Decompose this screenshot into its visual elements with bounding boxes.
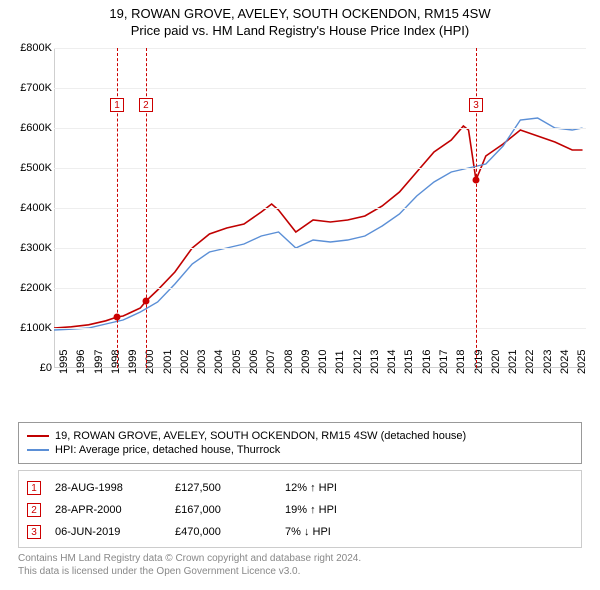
legend-swatch-property xyxy=(27,435,49,437)
y-axis-tick-label: £400K xyxy=(20,202,52,214)
x-axis-tick-label: 2016 xyxy=(421,350,433,374)
attribution: Contains HM Land Registry data © Crown c… xyxy=(18,552,582,578)
sale-marker-label: 1 xyxy=(110,98,124,112)
sale-price: £167,000 xyxy=(175,504,285,516)
x-axis-tick-label: 2007 xyxy=(265,350,277,374)
y-axis-tick-label: £0 xyxy=(40,362,52,374)
y-gridline xyxy=(54,168,586,169)
x-axis-tick-label: 2018 xyxy=(455,350,467,374)
x-axis-tick-label: 2003 xyxy=(196,350,208,374)
chart-title-line2: Price paid vs. HM Land Registry's House … xyxy=(0,23,600,38)
x-axis-tick-label: 2024 xyxy=(559,350,571,374)
legend-label-hpi: HPI: Average price, detached house, Thur… xyxy=(55,444,280,456)
y-axis-tick-label: £300K xyxy=(20,242,52,254)
legend-swatch-hpi xyxy=(27,449,49,451)
x-axis-tick-label: 1995 xyxy=(58,350,70,374)
x-axis-tick-label: 1998 xyxy=(110,350,122,374)
y-gridline xyxy=(54,328,586,329)
y-axis-tick-label: £600K xyxy=(20,122,52,134)
series-property xyxy=(54,126,583,328)
x-axis-tick-label: 2014 xyxy=(386,350,398,374)
sale-marker-dot xyxy=(142,298,149,305)
x-axis-tick-label: 2017 xyxy=(438,350,450,374)
x-axis-tick-label: 2008 xyxy=(283,350,295,374)
y-axis-tick-label: £800K xyxy=(20,42,52,54)
sale-price: £127,500 xyxy=(175,482,285,494)
sale-marker-vline xyxy=(476,48,477,368)
y-gridline xyxy=(54,288,586,289)
x-axis-tick-label: 1996 xyxy=(75,350,87,374)
x-axis-tick-label: 2006 xyxy=(248,350,260,374)
sale-marker-label: 3 xyxy=(469,98,483,112)
y-gridline xyxy=(54,88,586,89)
sale-marker-dot xyxy=(114,314,121,321)
x-axis-tick-label: 2002 xyxy=(179,350,191,374)
attribution-line1: Contains HM Land Registry data © Crown c… xyxy=(18,552,582,565)
sale-marker-vline xyxy=(146,48,147,368)
sale-delta: 12% ↑ HPI xyxy=(285,482,405,494)
y-axis-tick-label: £200K xyxy=(20,282,52,294)
x-axis-tick-label: 2001 xyxy=(162,350,174,374)
chart-title-line1: 19, ROWAN GROVE, AVELEY, SOUTH OCKENDON,… xyxy=(0,6,600,21)
y-gridline xyxy=(54,48,586,49)
sale-index-box: 3 xyxy=(27,525,41,539)
x-axis-tick-label: 2009 xyxy=(300,350,312,374)
sale-marker-dot xyxy=(472,177,479,184)
sale-price: £470,000 xyxy=(175,526,285,538)
sales-table: 1 28-AUG-1998£127,50012% ↑ HPI 2 28-APR-200… xyxy=(18,470,582,548)
x-axis-tick-label: 2019 xyxy=(473,350,485,374)
sale-row: 2 28-APR-2000£167,00019% ↑ HPI xyxy=(27,499,573,521)
x-axis-tick-label: 2021 xyxy=(507,350,519,374)
legend-box: 19, ROWAN GROVE, AVELEY, SOUTH OCKENDON,… xyxy=(18,422,582,464)
sale-date: 28-APR-2000 xyxy=(55,504,175,516)
attribution-line2: This data is licensed under the Open Gov… xyxy=(18,565,582,578)
sale-index-box: 1 xyxy=(27,481,41,495)
x-axis-tick-label: 2011 xyxy=(334,350,346,374)
x-axis-tick-label: 2004 xyxy=(213,350,225,374)
y-gridline xyxy=(54,128,586,129)
series-hpi xyxy=(54,118,583,330)
x-axis-tick-label: 2013 xyxy=(369,350,381,374)
x-axis-tick-label: 1997 xyxy=(93,350,105,374)
x-axis-tick-label: 1999 xyxy=(127,350,139,374)
sale-delta: 7% ↓ HPI xyxy=(285,526,405,538)
x-axis-tick-label: 2005 xyxy=(231,350,243,374)
chart-area: £0 £100K £200K £300K £400K £500K £600K £700K £80… xyxy=(0,38,600,418)
x-axis-tick-label: 2010 xyxy=(317,350,329,374)
x-axis-tick-label: 2015 xyxy=(403,350,415,374)
sale-date: 06-JUN-2019 xyxy=(55,526,175,538)
sale-row: 1 28-AUG-1998£127,50012% ↑ HPI xyxy=(27,477,573,499)
x-axis-tick-label: 2022 xyxy=(524,350,536,374)
x-axis-tick-label: 2025 xyxy=(576,350,588,374)
y-gridline xyxy=(54,208,586,209)
sale-row: 3 06-JUN-2019£470,0007% ↓ HPI xyxy=(27,521,573,543)
sale-date: 28-AUG-1998 xyxy=(55,482,175,494)
y-axis-tick-label: £700K xyxy=(20,82,52,94)
sale-index-box: 2 xyxy=(27,503,41,517)
y-axis-tick-label: £500K xyxy=(20,162,52,174)
sale-marker-label: 2 xyxy=(139,98,153,112)
x-axis-tick-label: 2020 xyxy=(490,350,502,374)
y-axis-tick-label: £100K xyxy=(20,322,52,334)
x-axis-tick-label: 2023 xyxy=(542,350,554,374)
y-gridline xyxy=(54,248,586,249)
x-axis-tick-label: 2012 xyxy=(352,350,364,374)
legend-label-property: 19, ROWAN GROVE, AVELEY, SOUTH OCKENDON,… xyxy=(55,430,466,442)
sale-delta: 19% ↑ HPI xyxy=(285,504,405,516)
